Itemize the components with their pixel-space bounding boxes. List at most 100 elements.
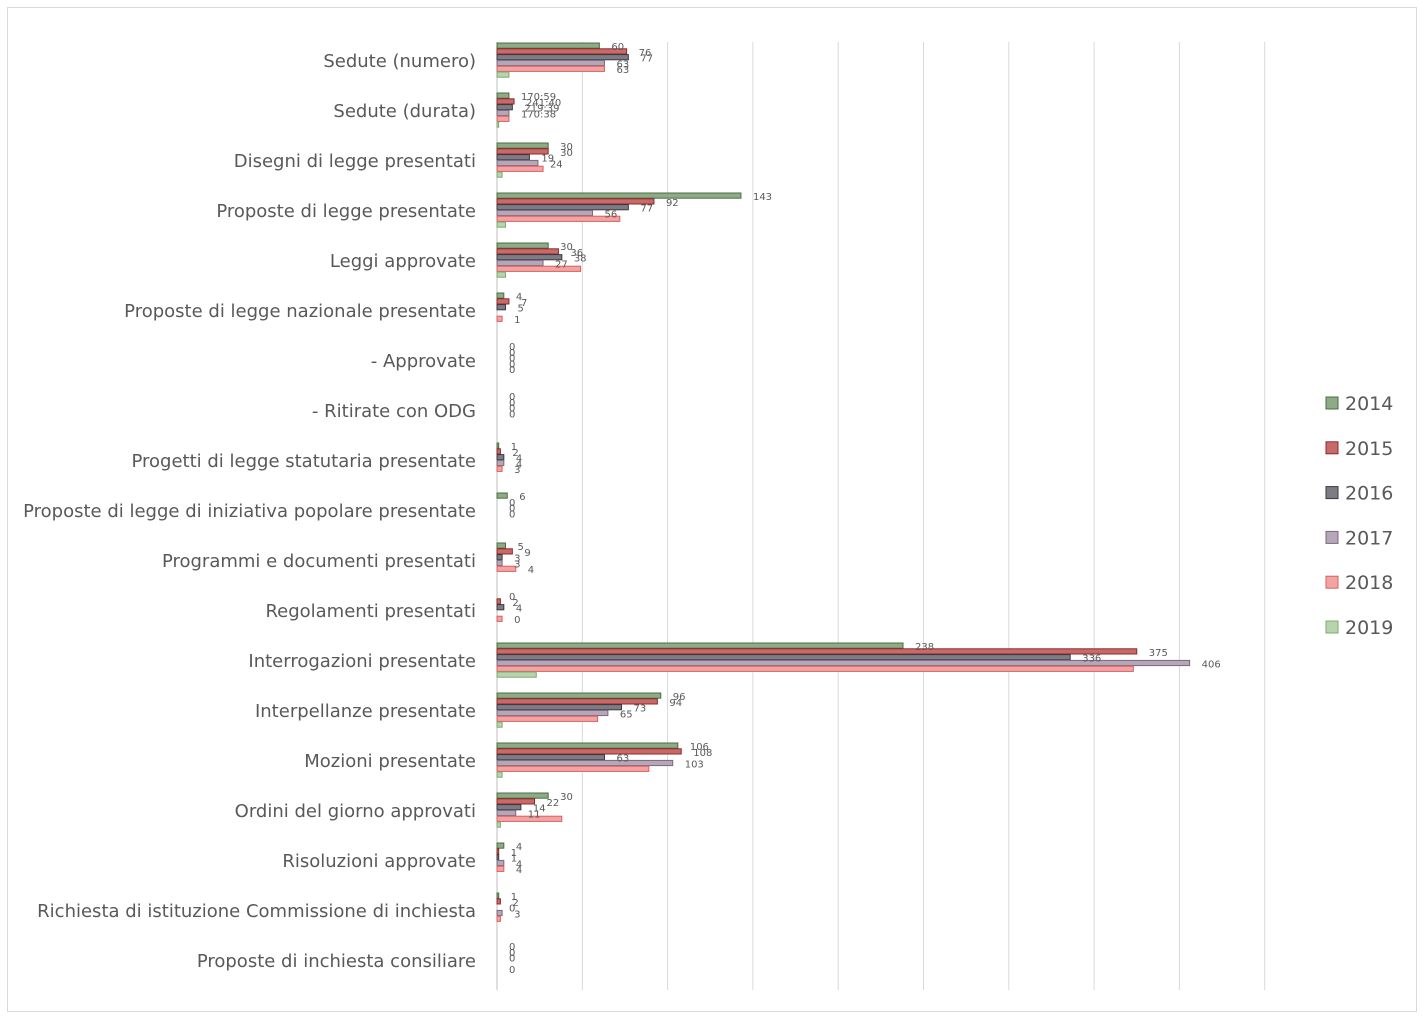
- data-labels: 6076776363170:59241:40219:39170:38303019…: [509, 42, 1221, 976]
- data-label: 77: [640, 204, 653, 215]
- data-label: 0: [509, 398, 515, 409]
- bar: [496, 492, 508, 499]
- bar: [496, 848, 500, 855]
- bar: [496, 242, 549, 249]
- data-label: 0: [509, 354, 515, 365]
- legend-label: 2016: [1345, 483, 1393, 505]
- data-label: 375: [1149, 648, 1168, 659]
- data-label: 6: [519, 492, 525, 503]
- bar: [496, 204, 629, 211]
- category-label: - Approvate: [371, 351, 476, 372]
- bar: [496, 98, 515, 105]
- bar: [496, 648, 1138, 655]
- bar: [496, 665, 1134, 672]
- bar: [496, 265, 582, 272]
- bar: [496, 454, 505, 461]
- bar: [496, 704, 623, 711]
- bars: [496, 42, 1191, 922]
- bar: [496, 892, 500, 899]
- data-label: 5: [518, 304, 524, 315]
- bar: [496, 42, 600, 49]
- data-label: 4: [516, 859, 522, 870]
- data-label: 0: [509, 498, 515, 509]
- data-label: 0: [509, 392, 515, 403]
- data-label: 92: [666, 198, 679, 209]
- data-label: 1: [511, 892, 517, 903]
- data-label: 36: [570, 248, 583, 259]
- category-label: Programmi e documenti presentati: [162, 551, 476, 572]
- bar: [496, 165, 544, 172]
- data-label: 2: [512, 598, 518, 609]
- data-label: 19: [541, 154, 554, 165]
- category-label: Ordini del giorno approvati: [235, 801, 476, 822]
- bar: [496, 71, 510, 78]
- bar: [496, 771, 503, 778]
- bar: [496, 759, 674, 767]
- bar: [496, 448, 501, 455]
- category-label: - Ritirate con ODG: [312, 401, 476, 422]
- data-label: 9: [524, 548, 530, 559]
- data-label: 30: [560, 792, 573, 803]
- bar: [496, 109, 510, 117]
- category-label: Proposte di legge di iniziativa popolare…: [23, 501, 476, 522]
- data-label: 1: [511, 848, 517, 859]
- bar: [496, 709, 609, 717]
- bar: [496, 459, 505, 467]
- bar: [496, 604, 505, 611]
- bar: [496, 809, 517, 817]
- bar: [496, 254, 563, 261]
- data-label: 0: [509, 948, 515, 959]
- data-label: 0: [514, 615, 520, 626]
- bar: [496, 554, 503, 561]
- data-label: 76: [639, 48, 652, 59]
- data-label: 63: [616, 65, 629, 76]
- data-label: 63: [616, 59, 629, 70]
- data-label: 0: [509, 592, 515, 603]
- bar: [496, 92, 510, 99]
- bar: [496, 898, 501, 905]
- data-label: 0: [509, 348, 515, 359]
- data-label: 170:59: [521, 92, 556, 103]
- category-label: Proposte di legge presentate: [216, 201, 476, 222]
- bar: [496, 209, 594, 217]
- data-label: 11: [528, 809, 541, 820]
- bar: [496, 642, 904, 649]
- bar: [496, 148, 549, 155]
- bar: [496, 854, 500, 861]
- data-label: 4: [528, 565, 534, 576]
- data-label: 0: [509, 365, 515, 376]
- bar: [496, 915, 501, 922]
- category-label: Regolamenti presentati: [265, 601, 476, 622]
- bar: [496, 298, 510, 305]
- data-label: 22: [547, 798, 560, 809]
- data-label: 0: [509, 965, 515, 976]
- category-label: Sedute (numero): [323, 51, 476, 72]
- data-label: 336: [1082, 654, 1101, 665]
- bar: [496, 798, 536, 805]
- bar: [496, 842, 505, 849]
- bar: [496, 142, 549, 149]
- legend-label: 2015: [1345, 438, 1393, 460]
- data-label: 406: [1202, 659, 1221, 670]
- data-label: 4: [516, 454, 522, 465]
- data-label: 0: [509, 409, 515, 420]
- data-label: 38: [574, 254, 587, 265]
- data-label: 7: [521, 298, 527, 309]
- bar: [496, 692, 662, 699]
- data-label: 3: [514, 465, 520, 476]
- bar: [496, 465, 503, 472]
- category-label: Mozioni presentate: [304, 751, 476, 772]
- category-label: Leggi approvate: [330, 251, 476, 272]
- data-label: 77: [640, 54, 653, 65]
- category-label: Proposte di legge nazionale presentate: [124, 301, 476, 322]
- bar: [496, 171, 503, 178]
- legend-label: 2017: [1345, 527, 1393, 549]
- data-label: 94: [669, 698, 682, 709]
- bar: [496, 792, 549, 799]
- data-label: 4: [516, 865, 522, 876]
- bar: [496, 215, 621, 222]
- bar: [496, 59, 605, 67]
- data-label: 219:39: [524, 104, 559, 115]
- data-label: 3: [514, 554, 520, 565]
